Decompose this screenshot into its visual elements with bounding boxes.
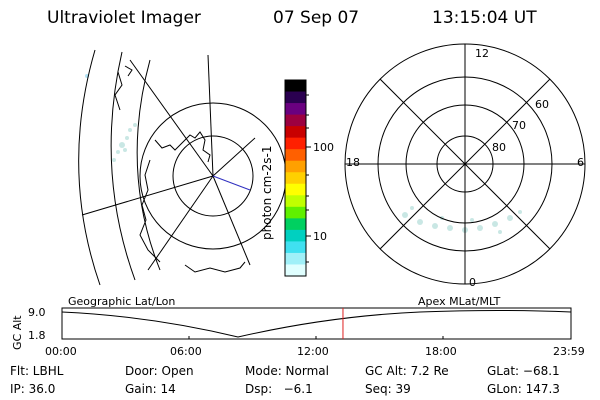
altitude-curve [61,310,572,338]
mlt-label-12: 12 [475,47,489,60]
time-tick-2359: 23:59 [553,345,585,358]
mlat-label-60: 60 [535,98,549,111]
colorbar-segment [285,103,306,116]
time-tick-1200: 12:00 [297,345,329,358]
geographic-longitude-readout: GLon: 147.3 [487,382,560,396]
mlt-label-6: 6 [577,156,584,169]
filter-readout: Flt: LBHL [10,364,64,378]
colorbar-segment [285,149,306,162]
colorbar-segment [285,218,306,231]
colorbar-segment [285,264,306,277]
time-tick-1800: 18:00 [425,345,457,358]
latitude-circle [110,51,136,281]
colorbar-segment [285,126,306,139]
dsp-readout: Dsp: −6.1 [245,382,313,396]
latitude-circle [78,49,101,286]
longitude-line [129,59,214,177]
longitude-line [212,175,251,266]
gain-readout: Gain: 14 [125,382,176,396]
geographic-latitude-readout: GLat: −68.1 [487,364,560,378]
colorbar-segment [285,114,306,127]
mlt-label-18: 18 [346,156,360,169]
colorbar-segment [285,252,306,266]
apex-panel-label: Apex MLat/MLT [418,295,501,308]
colorbar-segment [285,195,306,208]
colorbar-tick-100: 100 [313,141,334,154]
longitude-line [81,175,214,216]
colorbar-segment [285,172,306,185]
longitude-line [212,137,256,177]
colorbar-segment [285,241,306,254]
ip-readout: IP: 36.0 [10,382,56,396]
colorbar-segment [285,160,306,173]
door-readout: Door: Open [125,364,194,378]
longitude-line [147,175,214,271]
colorbar-segment [285,183,306,196]
colorbar-tick-10: 10 [313,230,327,243]
time-tick-0000: 00:00 [45,345,77,358]
colorbar-segment [285,206,306,219]
colorbar-segment [285,137,306,150]
mlat-label-70: 70 [512,119,526,132]
geographic-panel-label: Geographic Lat/Lon [68,295,176,308]
observation-date: 07 Sep 07 [273,8,360,28]
altitude-ymax-label: 9.0 [28,306,46,319]
instrument-title: Ultraviolet Imager [47,8,201,28]
sequence-readout: Seq: 39 [365,382,411,396]
latitude-circle [136,59,161,271]
colorbar-segment [285,80,306,93]
colorbar-segment [285,229,306,243]
mlt-label-0: 0 [469,276,476,289]
coastline [114,65,246,273]
mode-readout: Mode: Normal [245,364,329,378]
mlt-diagonal [379,78,551,250]
observation-time: 13:15:04 UT [432,8,537,28]
longitude-line [207,54,214,177]
colorbar-segment [285,91,306,104]
mlat-label-80: 80 [492,141,506,154]
altitude-ymin-label: 1.8 [28,329,46,342]
time-tick-0600: 06:00 [170,345,202,358]
geographic-aurora-emission [85,74,137,162]
longitude-line-highlight [212,175,251,191]
gc-altitude-readout: GC Alt: 7.2 Re [365,364,449,378]
latitude-circle [172,135,254,217]
apex-aurora-emission [402,206,522,234]
